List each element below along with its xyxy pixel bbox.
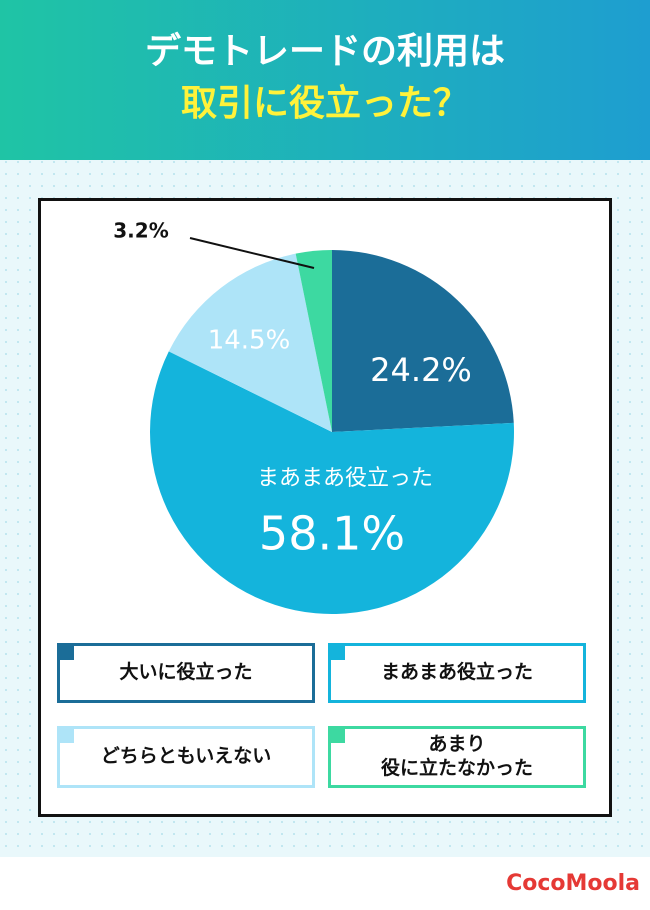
legend-swatch — [60, 729, 74, 743]
subtitle: 取引に役立った？ — [180, 83, 469, 124]
legend-item: まあまあ役立った — [328, 643, 586, 703]
leader-line — [189, 237, 315, 269]
title: デモトレードの利用は — [144, 31, 505, 72]
legend-item: 大いに役立った — [57, 643, 315, 703]
legend-item: あまり 役に立たなかった — [328, 726, 586, 788]
value-label: 24.2% — [370, 351, 472, 389]
legend-swatch — [60, 646, 74, 660]
brand: CocoMoola — [506, 871, 640, 896]
pie-slice — [168, 253, 332, 432]
legend-label: まあまあ役立った — [380, 661, 533, 684]
legend-label: どちらともいえない — [100, 745, 272, 768]
legend-label: 大いに役立った — [119, 661, 253, 684]
value-label: 58.1% — [259, 507, 405, 561]
header: デモトレードの利用は 取引に役立った？ — [0, 0, 650, 160]
pie-slice — [150, 351, 514, 614]
legend-swatch — [331, 646, 345, 660]
legend-swatch — [331, 729, 345, 743]
value-label: 3.2% — [113, 219, 168, 243]
legend-item: どちらともいえない — [57, 726, 315, 788]
pie-slice — [332, 250, 514, 432]
legend-label: あまり 役に立たなかった — [380, 733, 533, 779]
pie-slice — [295, 250, 332, 432]
value-label: 14.5% — [208, 326, 291, 356]
slice-category-label: まあまあ役立った — [257, 466, 433, 491]
footer: CocoMoola — [0, 857, 650, 910]
